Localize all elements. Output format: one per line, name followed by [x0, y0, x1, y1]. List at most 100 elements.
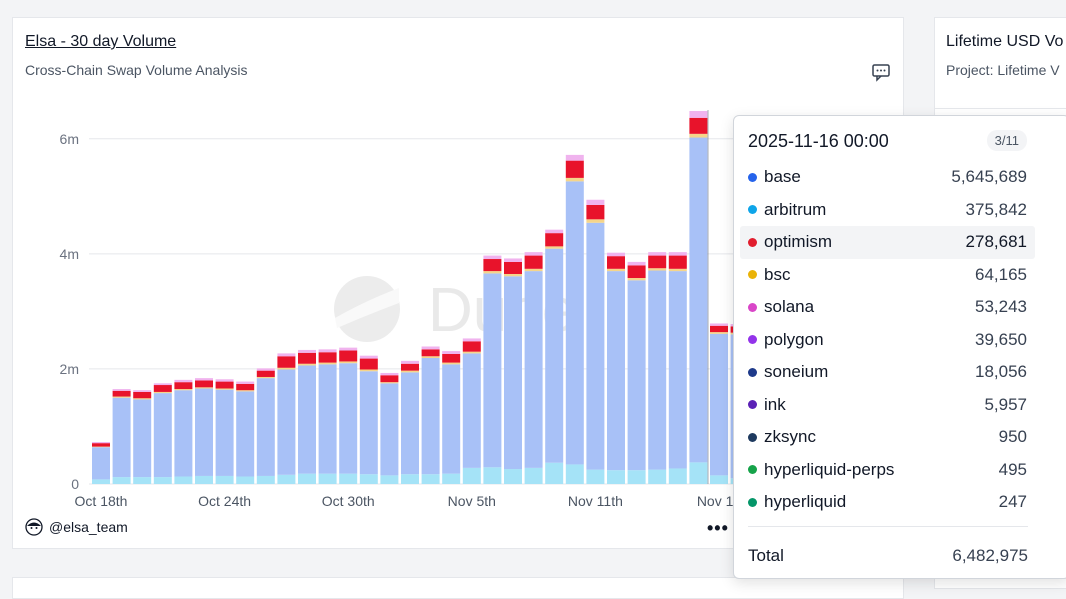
bar-segment-base[interactable] — [92, 447, 110, 480]
bar-segment-bsc[interactable] — [174, 389, 193, 391]
bar-stack-oct-23[interactable] — [195, 378, 213, 484]
bar-segment-bsc[interactable] — [380, 382, 399, 384]
bar-segment-other[interactable] — [359, 355, 378, 359]
bar-stack-nov-4[interactable] — [442, 351, 461, 484]
bar-segment-other[interactable] — [586, 199, 605, 205]
bar-segment-base[interactable] — [565, 181, 584, 465]
bar-stack-nov-8[interactable] — [524, 252, 543, 484]
bar-segment-other[interactable] — [92, 441, 110, 444]
bar-segment-arbitrum[interactable] — [153, 477, 172, 484]
bar-segment-bsc[interactable] — [586, 219, 605, 223]
bar-segment-other[interactable] — [174, 379, 193, 383]
bar-segment-arbitrum[interactable] — [380, 475, 399, 484]
bar-segment-arbitrum[interactable] — [504, 469, 522, 484]
bar-segment-optimism[interactable] — [215, 381, 234, 389]
bar-stack-oct-19[interactable] — [112, 389, 131, 484]
bar-segment-optimism[interactable] — [153, 385, 172, 392]
bar-segment-arbitrum[interactable] — [483, 467, 502, 484]
bar-segment-other[interactable] — [648, 252, 667, 256]
bar-segment-bsc[interactable] — [607, 268, 625, 272]
bar-segment-other[interactable] — [380, 372, 399, 376]
bar-segment-bsc[interactable] — [442, 362, 461, 365]
bar-segment-bsc[interactable] — [256, 376, 275, 379]
bar-segment-other[interactable] — [565, 154, 584, 161]
bar-segment-arbitrum[interactable] — [442, 473, 461, 484]
bar-stack-nov-11[interactable] — [586, 199, 605, 484]
bar-segment-bsc[interactable] — [153, 391, 172, 394]
bar-segment-optimism[interactable] — [318, 352, 337, 363]
chart-title[interactable]: Elsa - 30 day Volume — [25, 33, 177, 50]
bar-segment-optimism[interactable] — [648, 255, 667, 269]
bar-segment-arbitrum[interactable] — [565, 464, 584, 484]
bar-stack-oct-29[interactable] — [318, 349, 337, 484]
bar-segment-base[interactable] — [318, 364, 337, 474]
bar-segment-optimism[interactable] — [174, 382, 193, 390]
bar-segment-optimism[interactable] — [607, 256, 625, 269]
bar-segment-bsc[interactable] — [112, 396, 131, 398]
bar-segment-bsc[interactable] — [421, 356, 440, 358]
bar-stack-nov-17[interactable] — [710, 323, 728, 484]
bar-stack-oct-18[interactable] — [92, 441, 110, 484]
bar-segment-optimism[interactable] — [565, 160, 584, 178]
bar-segment-arbitrum[interactable] — [668, 468, 687, 484]
bar-stack-nov-9[interactable] — [545, 229, 564, 484]
bar-segment-optimism[interactable] — [668, 255, 687, 269]
bar-segment-base[interactable] — [153, 393, 172, 478]
bar-segment-optimism[interactable] — [298, 352, 316, 364]
bar-segment-base[interactable] — [627, 280, 646, 471]
bar-segment-other[interactable] — [277, 353, 296, 357]
bar-segment-other[interactable] — [462, 338, 481, 342]
bar-segment-base[interactable] — [710, 333, 728, 476]
bar-segment-base[interactable] — [401, 372, 419, 475]
bar-segment-arbitrum[interactable] — [195, 475, 213, 484]
bar-stack-nov-16[interactable] — [689, 110, 708, 484]
bar-segment-bsc[interactable] — [277, 367, 296, 370]
bar-segment-other[interactable] — [153, 383, 172, 386]
bar-segment-bsc[interactable] — [298, 363, 316, 366]
bar-segment-base[interactable] — [256, 378, 275, 476]
bar-segment-arbitrum[interactable] — [318, 473, 337, 484]
bar-segment-base[interactable] — [668, 271, 687, 469]
bar-segment-base[interactable] — [421, 357, 440, 475]
bar-segment-arbitrum[interactable] — [277, 474, 296, 484]
bar-segment-bsc[interactable] — [545, 246, 564, 249]
bar-segment-arbitrum[interactable] — [112, 477, 131, 484]
bar-segment-other[interactable] — [524, 252, 543, 256]
bar-segment-arbitrum[interactable] — [256, 475, 275, 484]
bar-segment-other[interactable] — [236, 381, 255, 384]
bar-segment-base[interactable] — [545, 248, 564, 463]
bar-segment-bsc[interactable] — [133, 398, 152, 400]
bar-stack-oct-25[interactable] — [236, 381, 255, 484]
bar-segment-other[interactable] — [112, 389, 131, 391]
bar-segment-optimism[interactable] — [133, 391, 152, 399]
bar-segment-other[interactable] — [318, 349, 337, 353]
bar-segment-bsc[interactable] — [401, 370, 419, 373]
bar-segment-optimism[interactable] — [421, 349, 440, 357]
bar-segment-bsc[interactable] — [710, 332, 728, 334]
bar-segment-arbitrum[interactable] — [174, 476, 193, 484]
bar-segment-arbitrum[interactable] — [215, 475, 234, 484]
bar-segment-other[interactable] — [504, 258, 522, 262]
bar-segment-base[interactable] — [586, 222, 605, 470]
bar-segment-optimism[interactable] — [689, 117, 708, 134]
bar-segment-optimism[interactable] — [380, 375, 399, 383]
bar-segment-other[interactable] — [401, 360, 419, 364]
bar-segment-arbitrum[interactable] — [545, 462, 564, 484]
bar-segment-other[interactable] — [627, 261, 646, 266]
bar-stack-nov-6[interactable] — [483, 255, 502, 484]
bar-segment-other[interactable] — [298, 349, 316, 353]
bar-segment-other[interactable] — [442, 351, 461, 354]
bar-segment-arbitrum[interactable] — [359, 474, 378, 484]
bar-stack-oct-30[interactable] — [339, 347, 358, 484]
side-title[interactable]: Lifetime USD Vo — [946, 33, 1064, 50]
bar-segment-optimism[interactable] — [504, 261, 522, 274]
bar-segment-bsc[interactable] — [565, 177, 584, 182]
bar-segment-bsc[interactable] — [504, 273, 522, 277]
bar-stack-nov-7[interactable] — [504, 258, 522, 484]
bar-segment-other[interactable] — [607, 252, 625, 257]
bar-stack-nov-5[interactable] — [462, 338, 481, 484]
bar-stack-nov-2[interactable] — [401, 360, 419, 484]
bar-segment-bsc[interactable] — [318, 362, 337, 365]
bar-segment-bsc[interactable] — [668, 268, 687, 272]
bar-segment-other[interactable] — [689, 110, 708, 118]
